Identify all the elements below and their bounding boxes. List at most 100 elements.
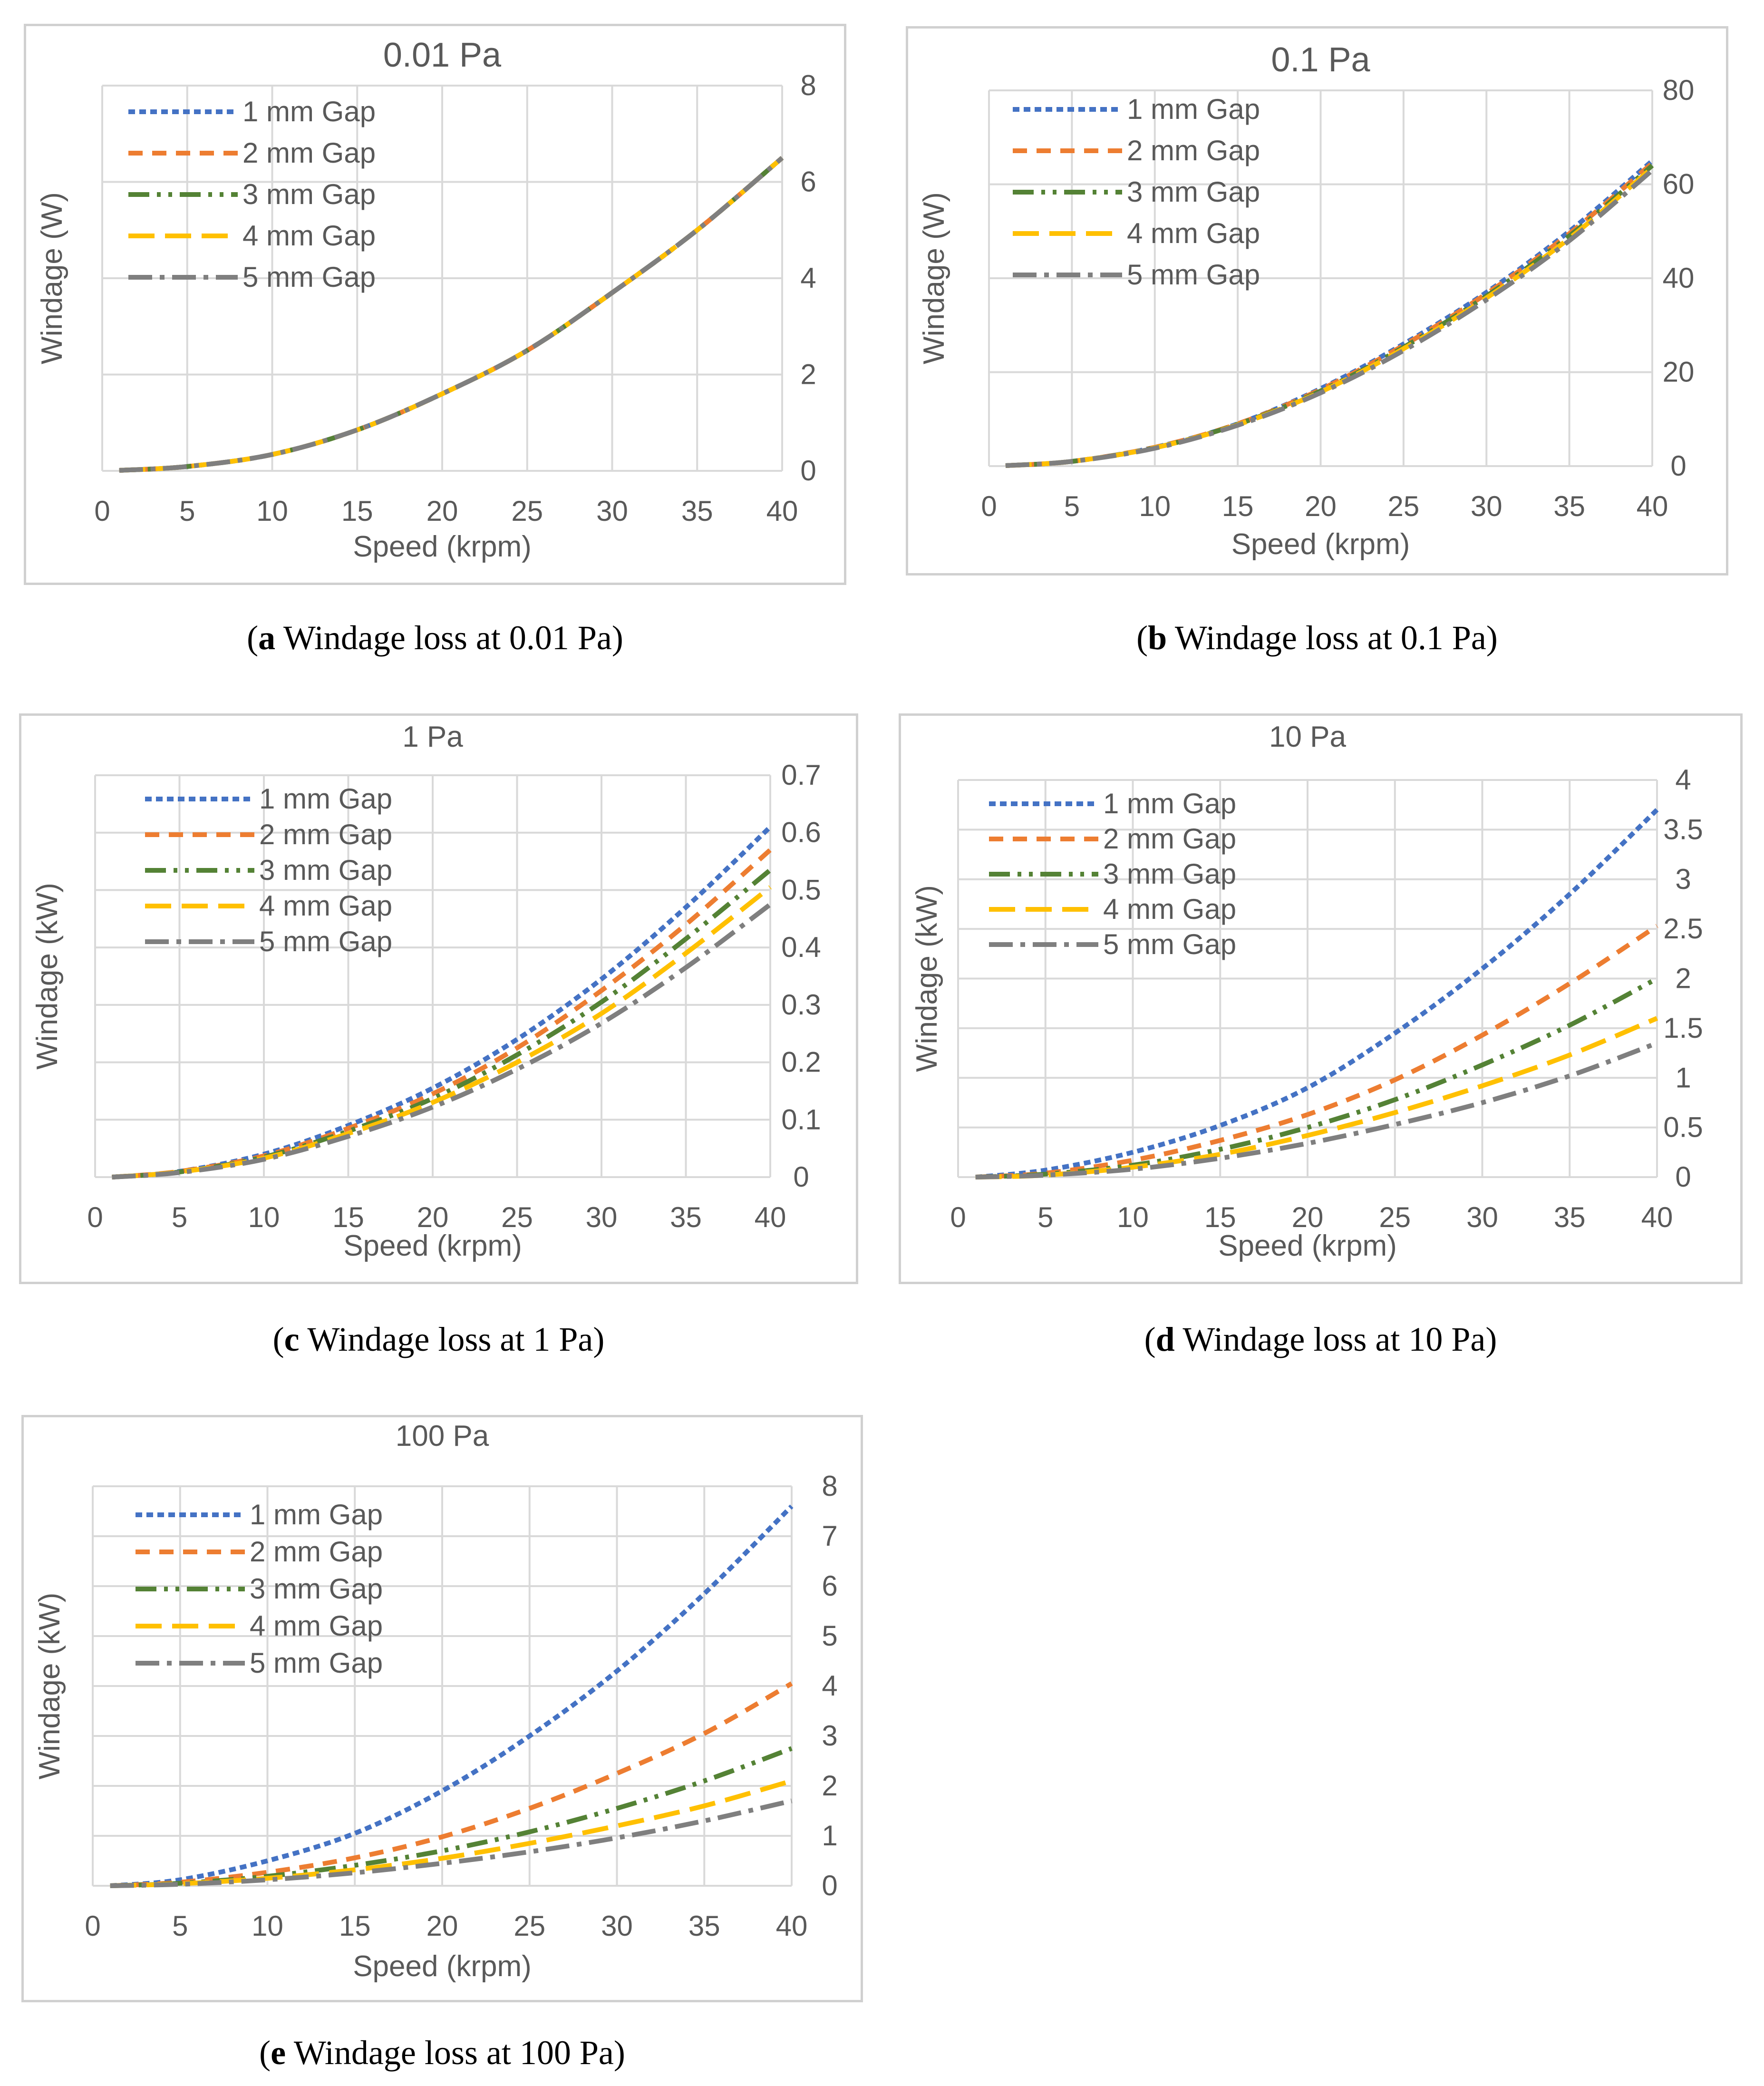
- legend-label-gap-4: 4 mm Gap: [242, 220, 376, 252]
- x-tick-label: 0: [94, 495, 110, 527]
- x-tick-label: 40: [766, 495, 798, 527]
- x-axis-title: Speed (krpm): [353, 1950, 532, 1983]
- x-axis-title: Speed (krpm): [1231, 528, 1410, 561]
- y-tick-label: 0.5: [781, 874, 821, 906]
- x-tick-label: 5: [1037, 1201, 1053, 1233]
- x-tick-label: 35: [670, 1201, 702, 1233]
- series-line-gap-5: [975, 1041, 1658, 1179]
- y-tick-label: 6: [800, 166, 816, 198]
- x-tick-label: 5: [172, 1201, 187, 1233]
- y-axis-title: Windage (W): [918, 192, 950, 364]
- y-tick-label: 3: [1675, 863, 1691, 895]
- y-tick-label: 0: [1675, 1161, 1691, 1193]
- caption-b-text: Windage loss at 0.1 Pa: [1167, 619, 1486, 657]
- chart-frame: [899, 713, 1743, 1284]
- series-line-gap-4: [110, 1778, 793, 1888]
- x-tick-label: 5: [172, 1910, 188, 1942]
- y-tick-label: 2: [800, 359, 816, 390]
- x-tick-label: 5: [1064, 490, 1080, 522]
- legend-label-gap-1: 1 mm Gap: [1103, 788, 1236, 819]
- caption-e-letter: e: [271, 2034, 286, 2072]
- x-axis-title: Speed (krpm): [353, 530, 532, 563]
- x-tick-label: 20: [1292, 1201, 1324, 1233]
- chart-panel-a: 0.01 Pa 0 5 10 15 20 25 30 35 40 0 2 4 6 8 Speed (krpm)…: [24, 24, 846, 585]
- legend-label-gap-3: 3 mm Gap: [1127, 176, 1260, 208]
- y-tick-label: 20: [1663, 356, 1695, 388]
- x-tick-label: 25: [1379, 1201, 1411, 1233]
- y-tick-label: 2: [1675, 963, 1691, 994]
- caption-a: (a Windage loss at 0.01 Pa): [247, 619, 623, 657]
- y-tick-label: 2.5: [1663, 913, 1703, 945]
- x-tick-label: 15: [341, 495, 373, 527]
- y-tick-label: 0: [800, 455, 816, 487]
- caption-b: (b Windage loss at 0.1 Pa): [1136, 619, 1498, 657]
- caption-d-text: Windage loss at 10 Pa: [1174, 1320, 1486, 1358]
- y-tick-label: 6: [822, 1570, 837, 1602]
- x-tick-label: 35: [1553, 490, 1585, 522]
- x-tick-label: 40: [776, 1910, 808, 1942]
- chart-panel-e: 100 Pa 0 5 10 15 20 25 30 35 40 0 1 2 3 4 5 6 7 8 Speed (kr…: [21, 1415, 863, 2002]
- series-line-gap-2: [975, 924, 1658, 1179]
- legend-label-gap-4: 4 mm Gap: [250, 1610, 383, 1642]
- legend-label-gap-2: 2 mm Gap: [1127, 135, 1260, 166]
- chart-panel-d: 10 Pa 0 5 10 15 20 25 30 35 40 0 0.5 1 1.5 2 2.5 3 3.5 4 Sp…: [899, 713, 1743, 1284]
- x-tick-label: 10: [252, 1910, 283, 1942]
- series-line-gap-5: [112, 902, 772, 1179]
- x-tick-label: 0: [950, 1201, 966, 1233]
- x-tick-label: 20: [417, 1201, 449, 1233]
- y-tick-label: 40: [1663, 262, 1695, 294]
- x-tick-label: 30: [586, 1201, 618, 1233]
- caption-a-text: Windage loss at 0.01 Pa: [275, 619, 612, 657]
- series-line-gap-5: [110, 1798, 793, 1888]
- x-tick-label: 30: [596, 495, 628, 527]
- chart-title: 10 Pa: [1269, 721, 1347, 753]
- y-tick-label: 2: [822, 1770, 837, 1802]
- y-tick-label: 3: [822, 1720, 837, 1752]
- x-tick-label: 35: [681, 495, 713, 527]
- legend-label-gap-3: 3 mm Gap: [1103, 858, 1236, 890]
- x-tick-label: 0: [85, 1910, 100, 1942]
- y-tick-label: 0: [822, 1870, 837, 1901]
- series-line-gap-5: [119, 156, 784, 473]
- chart-title: 0.01 Pa: [383, 36, 502, 74]
- caption-d-letter: d: [1155, 1320, 1175, 1358]
- x-tick-label: 10: [1139, 490, 1171, 522]
- x-tick-label: 10: [248, 1201, 280, 1233]
- x-tick-label: 30: [1471, 490, 1502, 522]
- y-tick-label: 0: [793, 1161, 809, 1193]
- caption-a-letter: a: [258, 619, 276, 657]
- series-line-gap-1: [975, 808, 1659, 1179]
- y-tick-label: 0.5: [1663, 1111, 1703, 1143]
- y-tick-label: 80: [1663, 74, 1695, 106]
- y-tick-label: 1: [1675, 1062, 1691, 1093]
- y-tick-label: 4: [822, 1670, 837, 1702]
- x-tick-label: 25: [1388, 490, 1420, 522]
- x-tick-label: 25: [514, 1910, 545, 1942]
- x-tick-label: 25: [511, 495, 543, 527]
- caption-b-letter: b: [1148, 619, 1167, 657]
- legend-label-gap-2: 2 mm Gap: [242, 137, 376, 169]
- y-axis-title: Windage (kW): [33, 1593, 66, 1780]
- y-tick-label: 5: [822, 1620, 837, 1652]
- series-line-gap-2: [112, 848, 772, 1179]
- legend-label-gap-5: 5 mm Gap: [1127, 259, 1260, 291]
- x-tick-label: 35: [688, 1910, 720, 1942]
- y-tick-label: 8: [800, 69, 816, 101]
- x-tick-label: 10: [1117, 1201, 1149, 1233]
- y-tick-label: 8: [822, 1470, 837, 1502]
- y-axis-title: Windage (kW): [911, 885, 943, 1072]
- caption-e: (e Windage loss at 100 Pa): [259, 2034, 625, 2072]
- y-tick-label: 0.3: [781, 989, 821, 1021]
- x-tick-label: 40: [755, 1201, 786, 1233]
- x-tick-label: 15: [1222, 490, 1254, 522]
- series-line-gap-4: [112, 885, 772, 1179]
- legend-label-gap-2: 2 mm Gap: [1103, 823, 1236, 855]
- y-tick-label: 0.1: [781, 1103, 821, 1135]
- legend-label-gap-4: 4 mm Gap: [1103, 893, 1236, 925]
- chart-panel-b: 0.1 Pa 0 5 10 15 20 25 30 35 40 0 20 40 60 80 Speed (kr…: [906, 26, 1728, 575]
- y-axis-title: Windage (kW): [31, 883, 64, 1070]
- x-axis-title: Speed (krpm): [1218, 1229, 1397, 1262]
- x-tick-label: 20: [426, 1910, 458, 1942]
- y-tick-label: 3.5: [1663, 813, 1703, 845]
